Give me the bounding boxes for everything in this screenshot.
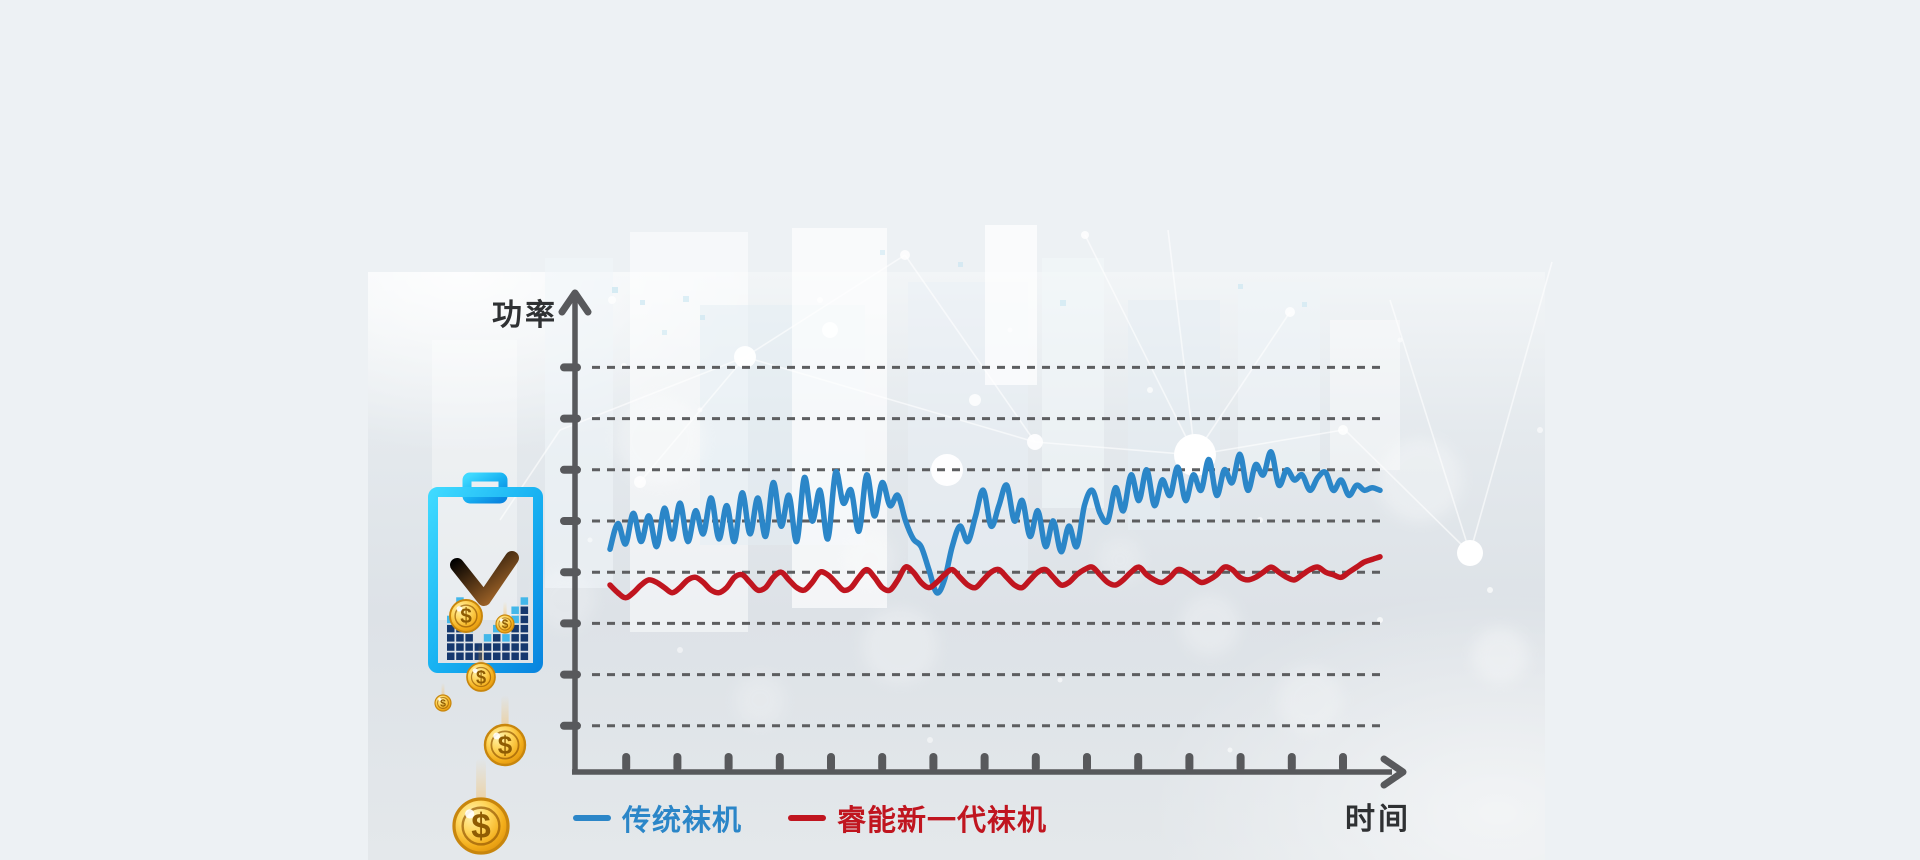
legend-label-traditional: 传统袜机 [622,805,743,837]
x-axis-label: 时间 [1345,803,1411,836]
hero-banner [368,272,1545,860]
legend-line-traditional-icon [573,815,611,821]
legend-line-new-gen-icon [788,815,827,821]
y-axis-label: 功率 [492,299,558,332]
legend-label-new-gen: 睿能新一代袜机 [837,805,1048,837]
chart-legend: 传统袜机 睿能新一代袜机 [573,797,1047,839]
